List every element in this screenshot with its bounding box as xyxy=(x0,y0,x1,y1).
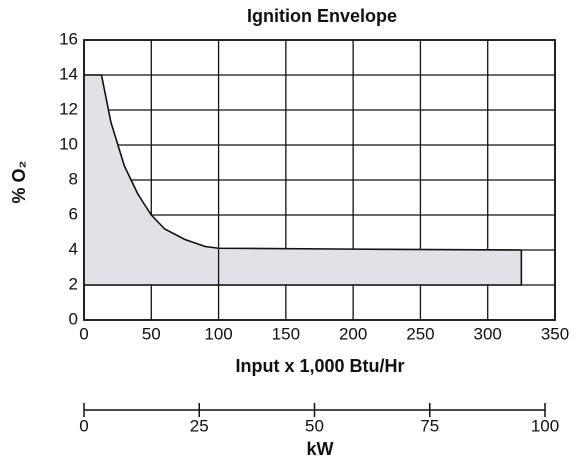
x-tick-label: 100 xyxy=(204,324,232,343)
envelope-line xyxy=(84,74,522,251)
x-tick-label: 300 xyxy=(474,324,502,343)
x2-tick-label: 50 xyxy=(305,416,324,435)
x2-tick-label: 75 xyxy=(420,416,439,435)
y-tick-label: 12 xyxy=(59,99,78,118)
chart-title: Ignition Envelope xyxy=(247,6,397,26)
y-tick-label: 2 xyxy=(69,274,78,293)
y-tick-label: 8 xyxy=(69,169,78,188)
envelope-fill xyxy=(84,75,522,285)
x2-tick-label: 25 xyxy=(190,416,209,435)
x2-tick-label: 0 xyxy=(79,416,88,435)
x-axis-label: Input x 1,000 Btu/Hr xyxy=(235,356,404,376)
x2-axis-label: kW xyxy=(307,439,334,459)
x2-tick-label: 100 xyxy=(531,416,559,435)
x-tick-label: 200 xyxy=(339,324,367,343)
y-tick-label: 4 xyxy=(69,239,78,258)
plot-border xyxy=(83,39,556,321)
y-tick-label: 16 xyxy=(59,29,78,48)
x-tick-label: 250 xyxy=(406,324,434,343)
x-tick-label: 0 xyxy=(79,324,88,343)
y-tick-label: 14 xyxy=(59,64,78,83)
y-tick-label: 6 xyxy=(69,204,78,223)
y-tick-label: 10 xyxy=(59,134,78,153)
x-tick-label: 350 xyxy=(541,324,569,343)
x-tick-label: 150 xyxy=(272,324,300,343)
x-tick-label: 50 xyxy=(142,324,161,343)
y-axis-label: % O₂ xyxy=(9,160,29,203)
y-tick-label: 0 xyxy=(69,309,78,328)
